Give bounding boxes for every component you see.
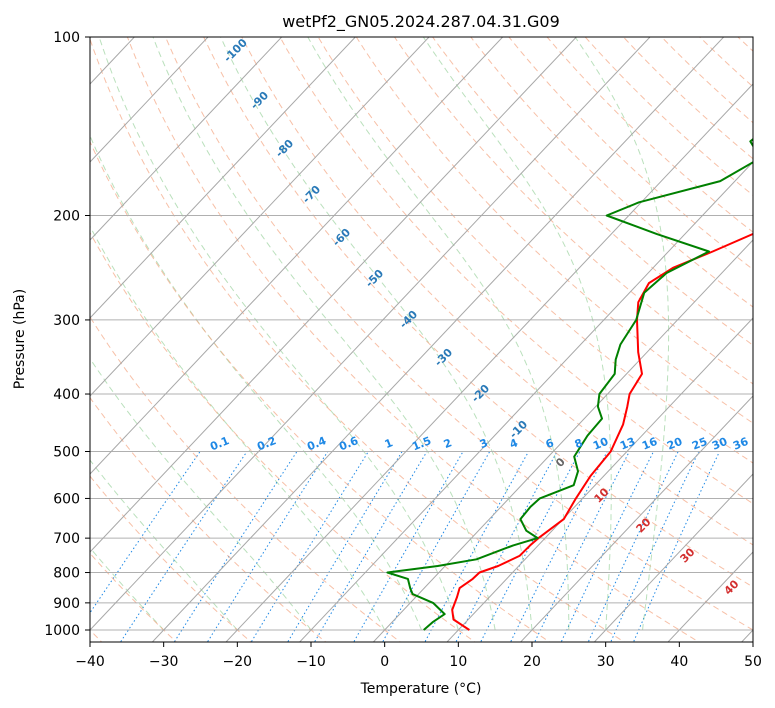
mixing-ratio-label: 16 (640, 435, 659, 453)
moist-adiabats (90, 37, 670, 631)
moist-adiabat-line (422, 37, 612, 631)
chart-title: wetPf2_GN05.2024.287.04.31.G09 (282, 12, 560, 32)
x-tick-label: 30 (597, 654, 615, 670)
isotherm-gridlines (90, 37, 753, 642)
dry-adiabat-line (393, 37, 753, 385)
isotherm-line (151, 37, 725, 642)
plot-frame (89, 36, 754, 643)
mixing-ratio-label: 20 (665, 435, 684, 453)
dry-adiabat-line (90, 37, 626, 642)
x-tick-label: −40 (75, 654, 105, 670)
profile-lines (386, 137, 753, 631)
x-axis-ticks: −40 −30 −20 −10 0 10 20 30 40 50 (75, 642, 762, 670)
moist-adiabat-line (220, 37, 533, 631)
mixing-ratio-label: 8 (573, 436, 585, 451)
moist-adiabat-line (90, 225, 386, 631)
mixing-ratio-label: 2 (442, 436, 454, 451)
y-axis-ticks: 1000 900 800 700 600 500 400 300 200 100 (44, 30, 90, 639)
isotherm-line (90, 37, 283, 241)
x-tick-label: 20 (523, 654, 541, 670)
x-tick-label: 0 (380, 654, 389, 670)
y-tick-label: 500 (53, 444, 80, 460)
dry-adiabat-line (317, 37, 753, 464)
mixing-ratio-line (510, 451, 608, 642)
x-tick-label: 40 (670, 654, 688, 670)
dry-adiabat-line (126, 37, 700, 642)
mixing-ratio-label: 36 (731, 435, 750, 453)
x-tick-label: −10 (296, 654, 326, 670)
dewpoint-profile-line (386, 137, 753, 631)
mixing-ratio-line (313, 451, 428, 642)
isotherm-line (90, 37, 430, 397)
moist-adiabat-line (152, 37, 496, 631)
isotherm-line (90, 37, 651, 631)
mixing-ratio-label: 10 (591, 435, 610, 453)
isotherm-line (519, 395, 753, 642)
isotherm-line (90, 37, 357, 319)
y-axis-title: Pressure (hPa) (12, 289, 28, 389)
isotherm-line (593, 473, 753, 642)
isotherm-line (225, 83, 753, 642)
x-axis-title: Temperature (°C) (360, 681, 482, 697)
mixing-ratio-line (587, 451, 679, 642)
isotherm-line (90, 37, 209, 163)
moist-adiabat-line (307, 37, 570, 630)
temperature-profile-line (451, 232, 753, 631)
mixing-ratio-label: 3 (478, 436, 490, 451)
y-tick-label: 800 (53, 566, 80, 582)
y-tick-label: 200 (53, 209, 80, 225)
isotherm-line (372, 239, 753, 642)
moist-adiabat-line (574, 37, 670, 631)
y-tick-label: 1000 (44, 623, 80, 639)
mixing-ratio-line (119, 451, 248, 642)
isotherm-line (446, 317, 753, 642)
mixing-ratio-label: 25 (690, 435, 709, 453)
mixing-ratio-label: 1 (383, 436, 395, 451)
isotherm-line (90, 37, 578, 553)
plot-area (90, 37, 753, 642)
y-tick-label: 900 (53, 596, 80, 612)
moist-adiabat-line (98, 37, 459, 631)
y-tick-label: 700 (53, 531, 80, 547)
mixing-ratio-line (206, 451, 329, 642)
y-tick-label: 100 (53, 30, 80, 46)
dry-adiabat-line (279, 37, 753, 505)
mixing-ratio-line (90, 451, 201, 614)
y-tick-label: 400 (53, 387, 80, 403)
x-tick-label: −20 (223, 654, 253, 670)
dry-adiabat-line (241, 37, 753, 546)
x-tick-label: −30 (149, 654, 179, 670)
x-tick-label: 10 (449, 654, 467, 670)
mixing-ratio-label: 13 (618, 435, 637, 453)
pressure-gridlines (90, 37, 753, 631)
moist-adiabat-line (90, 134, 422, 631)
y-tick-label: 600 (53, 491, 80, 507)
x-tick-label: 50 (744, 654, 762, 670)
isotherm-line (90, 37, 504, 475)
isotherm-line (298, 161, 753, 642)
dry-adiabat-line (203, 37, 753, 588)
y-tick-label: 300 (53, 313, 80, 329)
mixing-ratio-label: 30 (710, 435, 729, 453)
dry-adiabat-line (355, 37, 753, 424)
mixing-ratio-line (173, 451, 298, 642)
